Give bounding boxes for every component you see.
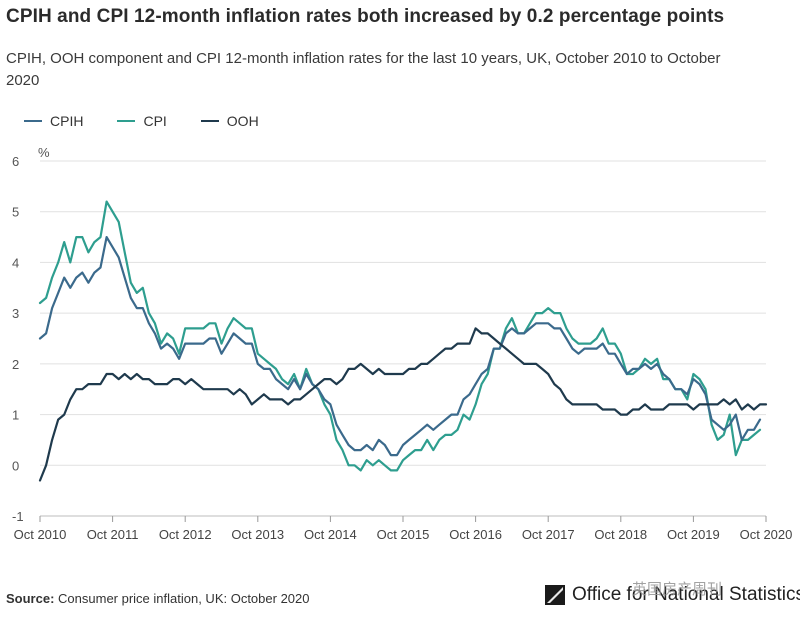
y-tick-label: 2 <box>12 357 19 372</box>
chart-legend: CPIH CPI OOH <box>24 113 259 129</box>
y-tick-label: 3 <box>12 306 19 321</box>
legend-swatch-cpi <box>117 120 136 122</box>
series-lines <box>38 200 768 482</box>
x-tick-label: Oct 2018 <box>594 527 647 542</box>
y-tick-label: 5 <box>12 205 19 220</box>
x-tick-label: Oct 2017 <box>522 527 575 542</box>
x-tick-label: Oct 2016 <box>449 527 502 542</box>
legend-label-cpi: CPI <box>143 113 167 129</box>
series-line-ooh[interactable] <box>38 327 768 482</box>
source-text: Consumer price inflation, UK: October 20… <box>58 591 310 606</box>
y-tick-label: 4 <box>12 255 19 270</box>
source-label: Source: <box>6 591 55 606</box>
legend-label-cpih: CPIH <box>50 113 84 129</box>
y-tick-label: -1 <box>12 509 24 524</box>
x-tick-label: Oct 2012 <box>159 527 212 542</box>
chart-title: CPIH and CPI 12-month inflation rates bo… <box>6 6 725 27</box>
legend-item-ooh[interactable]: OOH <box>200 113 259 129</box>
x-tick-label: Oct 2015 <box>377 527 430 542</box>
y-tick-label: 0 <box>12 458 19 473</box>
x-tick-label: Oct 2019 <box>667 527 720 542</box>
legend-swatch-ooh <box>200 120 219 122</box>
legend-label-ooh: OOH <box>226 113 259 129</box>
x-tick-label: Oct 2010 <box>14 527 67 542</box>
y-axis-unit-label: % <box>38 145 50 160</box>
ons-logo-icon <box>545 585 565 605</box>
ons-logo: Office for National Statistics <box>544 584 800 606</box>
y-tick-label: 1 <box>12 408 19 423</box>
watermark-text: 英国房产周刊 <box>632 581 723 598</box>
x-tick-label: Oct 2011 <box>87 527 139 542</box>
gridlines <box>40 160 766 517</box>
y-axis: -1 0 1 2 3 4 5 6% <box>12 145 50 524</box>
x-axis: Oct 2010 Oct 2011 Oct 2012 Oct 2013 Oct 2014… <box>14 515 793 542</box>
legend-item-cpih[interactable]: CPIH <box>24 113 83 129</box>
series-line-cpi[interactable] <box>38 200 762 472</box>
x-tick-label: Oct 2020 <box>740 527 793 542</box>
legend-item-cpi[interactable]: CPI <box>117 113 167 129</box>
ons-logo-text: Office for National Statistics <box>572 584 800 605</box>
x-tick-label: Oct 2013 <box>231 527 284 542</box>
chart-subtitle: CPIH, OOH component and CPI 12-month inf… <box>6 50 721 89</box>
source-note: Source: Consumer price inflation, UK: Oc… <box>6 591 310 606</box>
y-tick-label: 6 <box>12 154 19 169</box>
legend-swatch-cpih <box>24 120 42 122</box>
x-tick-label: Oct 2014 <box>304 527 357 542</box>
series-line-cpih[interactable] <box>38 236 762 457</box>
